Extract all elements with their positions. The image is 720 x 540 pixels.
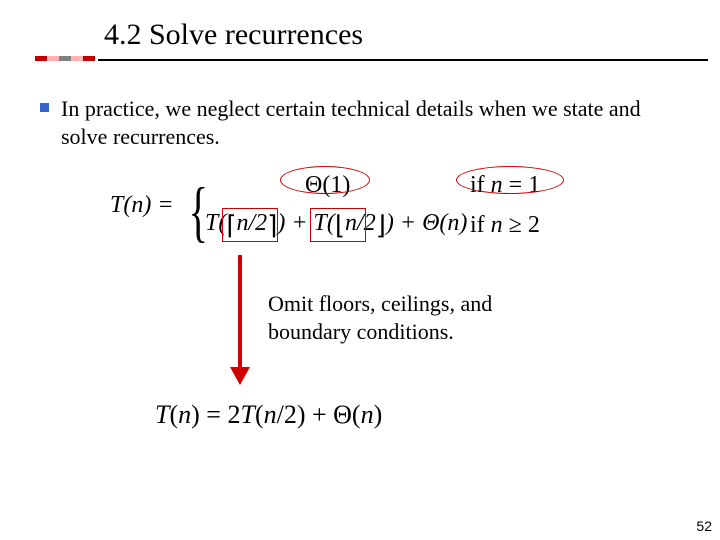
title-underline bbox=[98, 59, 708, 61]
slide-title: 4.2 Solve recurrences bbox=[104, 18, 363, 52]
bullet-item: In practice, we neglect certain technica… bbox=[40, 95, 680, 150]
page-number: 52 bbox=[696, 518, 712, 534]
arrow-down-icon bbox=[238, 255, 242, 385]
annotation-ellipse-cond1 bbox=[456, 166, 564, 194]
bullet-text: In practice, we neglect certain technica… bbox=[61, 95, 680, 150]
title-accent-stripe bbox=[35, 56, 95, 61]
bullet-square-icon bbox=[40, 103, 49, 112]
annotation-box-ceil bbox=[222, 208, 278, 242]
annotation-text: Omit floors, ceilings, and boundary cond… bbox=[268, 290, 498, 345]
annotation-box-floor bbox=[310, 208, 366, 242]
slide-body: In practice, we neglect certain technica… bbox=[40, 95, 680, 150]
formula-case2-cond: if n ≥ 2 bbox=[470, 212, 540, 239]
arrow-head bbox=[230, 367, 250, 385]
arrow-shaft bbox=[238, 255, 242, 370]
simplified-formula: T(n) = 2T(n/2) + Θ(n) bbox=[155, 400, 382, 430]
piecewise-formula: T(n) = { Θ(1) if n = 1 T(⌈n/2⌉) + T(⌊n/2… bbox=[110, 170, 610, 255]
annotation-ellipse-theta1 bbox=[280, 166, 370, 194]
formula-lhs: T(n) = bbox=[110, 192, 174, 219]
